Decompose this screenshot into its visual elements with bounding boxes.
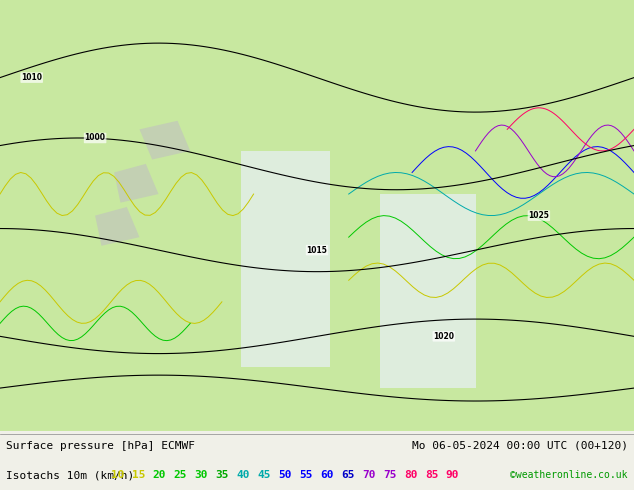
- Polygon shape: [95, 207, 139, 246]
- Text: 25: 25: [174, 470, 187, 480]
- Text: 75: 75: [383, 470, 396, 480]
- Text: 1020: 1020: [433, 332, 455, 341]
- Text: 45: 45: [257, 470, 271, 480]
- Text: Mo 06-05-2024 00:00 UTC (00+120): Mo 06-05-2024 00:00 UTC (00+120): [411, 441, 628, 451]
- Text: 50: 50: [278, 470, 292, 480]
- Text: 55: 55: [299, 470, 313, 480]
- Text: 70: 70: [362, 470, 375, 480]
- Polygon shape: [139, 121, 190, 160]
- Text: 30: 30: [195, 470, 208, 480]
- Text: 35: 35: [216, 470, 229, 480]
- Text: Isotachs 10m (km/h): Isotachs 10m (km/h): [6, 470, 148, 480]
- Text: 40: 40: [236, 470, 250, 480]
- Polygon shape: [380, 194, 476, 388]
- Text: 60: 60: [320, 470, 333, 480]
- Polygon shape: [114, 164, 158, 203]
- Text: 85: 85: [425, 470, 438, 480]
- Text: 15: 15: [132, 470, 145, 480]
- Text: ©weatheronline.co.uk: ©weatheronline.co.uk: [510, 470, 628, 480]
- Text: 1025: 1025: [529, 211, 549, 220]
- Text: 1010: 1010: [21, 73, 42, 82]
- Text: 1015: 1015: [307, 245, 327, 255]
- Text: 65: 65: [341, 470, 354, 480]
- Text: 80: 80: [404, 470, 417, 480]
- Text: 90: 90: [446, 470, 459, 480]
- Text: 10: 10: [111, 470, 124, 480]
- Text: Surface pressure [hPa] ECMWF: Surface pressure [hPa] ECMWF: [6, 441, 195, 451]
- Text: 20: 20: [153, 470, 166, 480]
- Text: 1000: 1000: [84, 133, 106, 143]
- Polygon shape: [241, 151, 330, 367]
